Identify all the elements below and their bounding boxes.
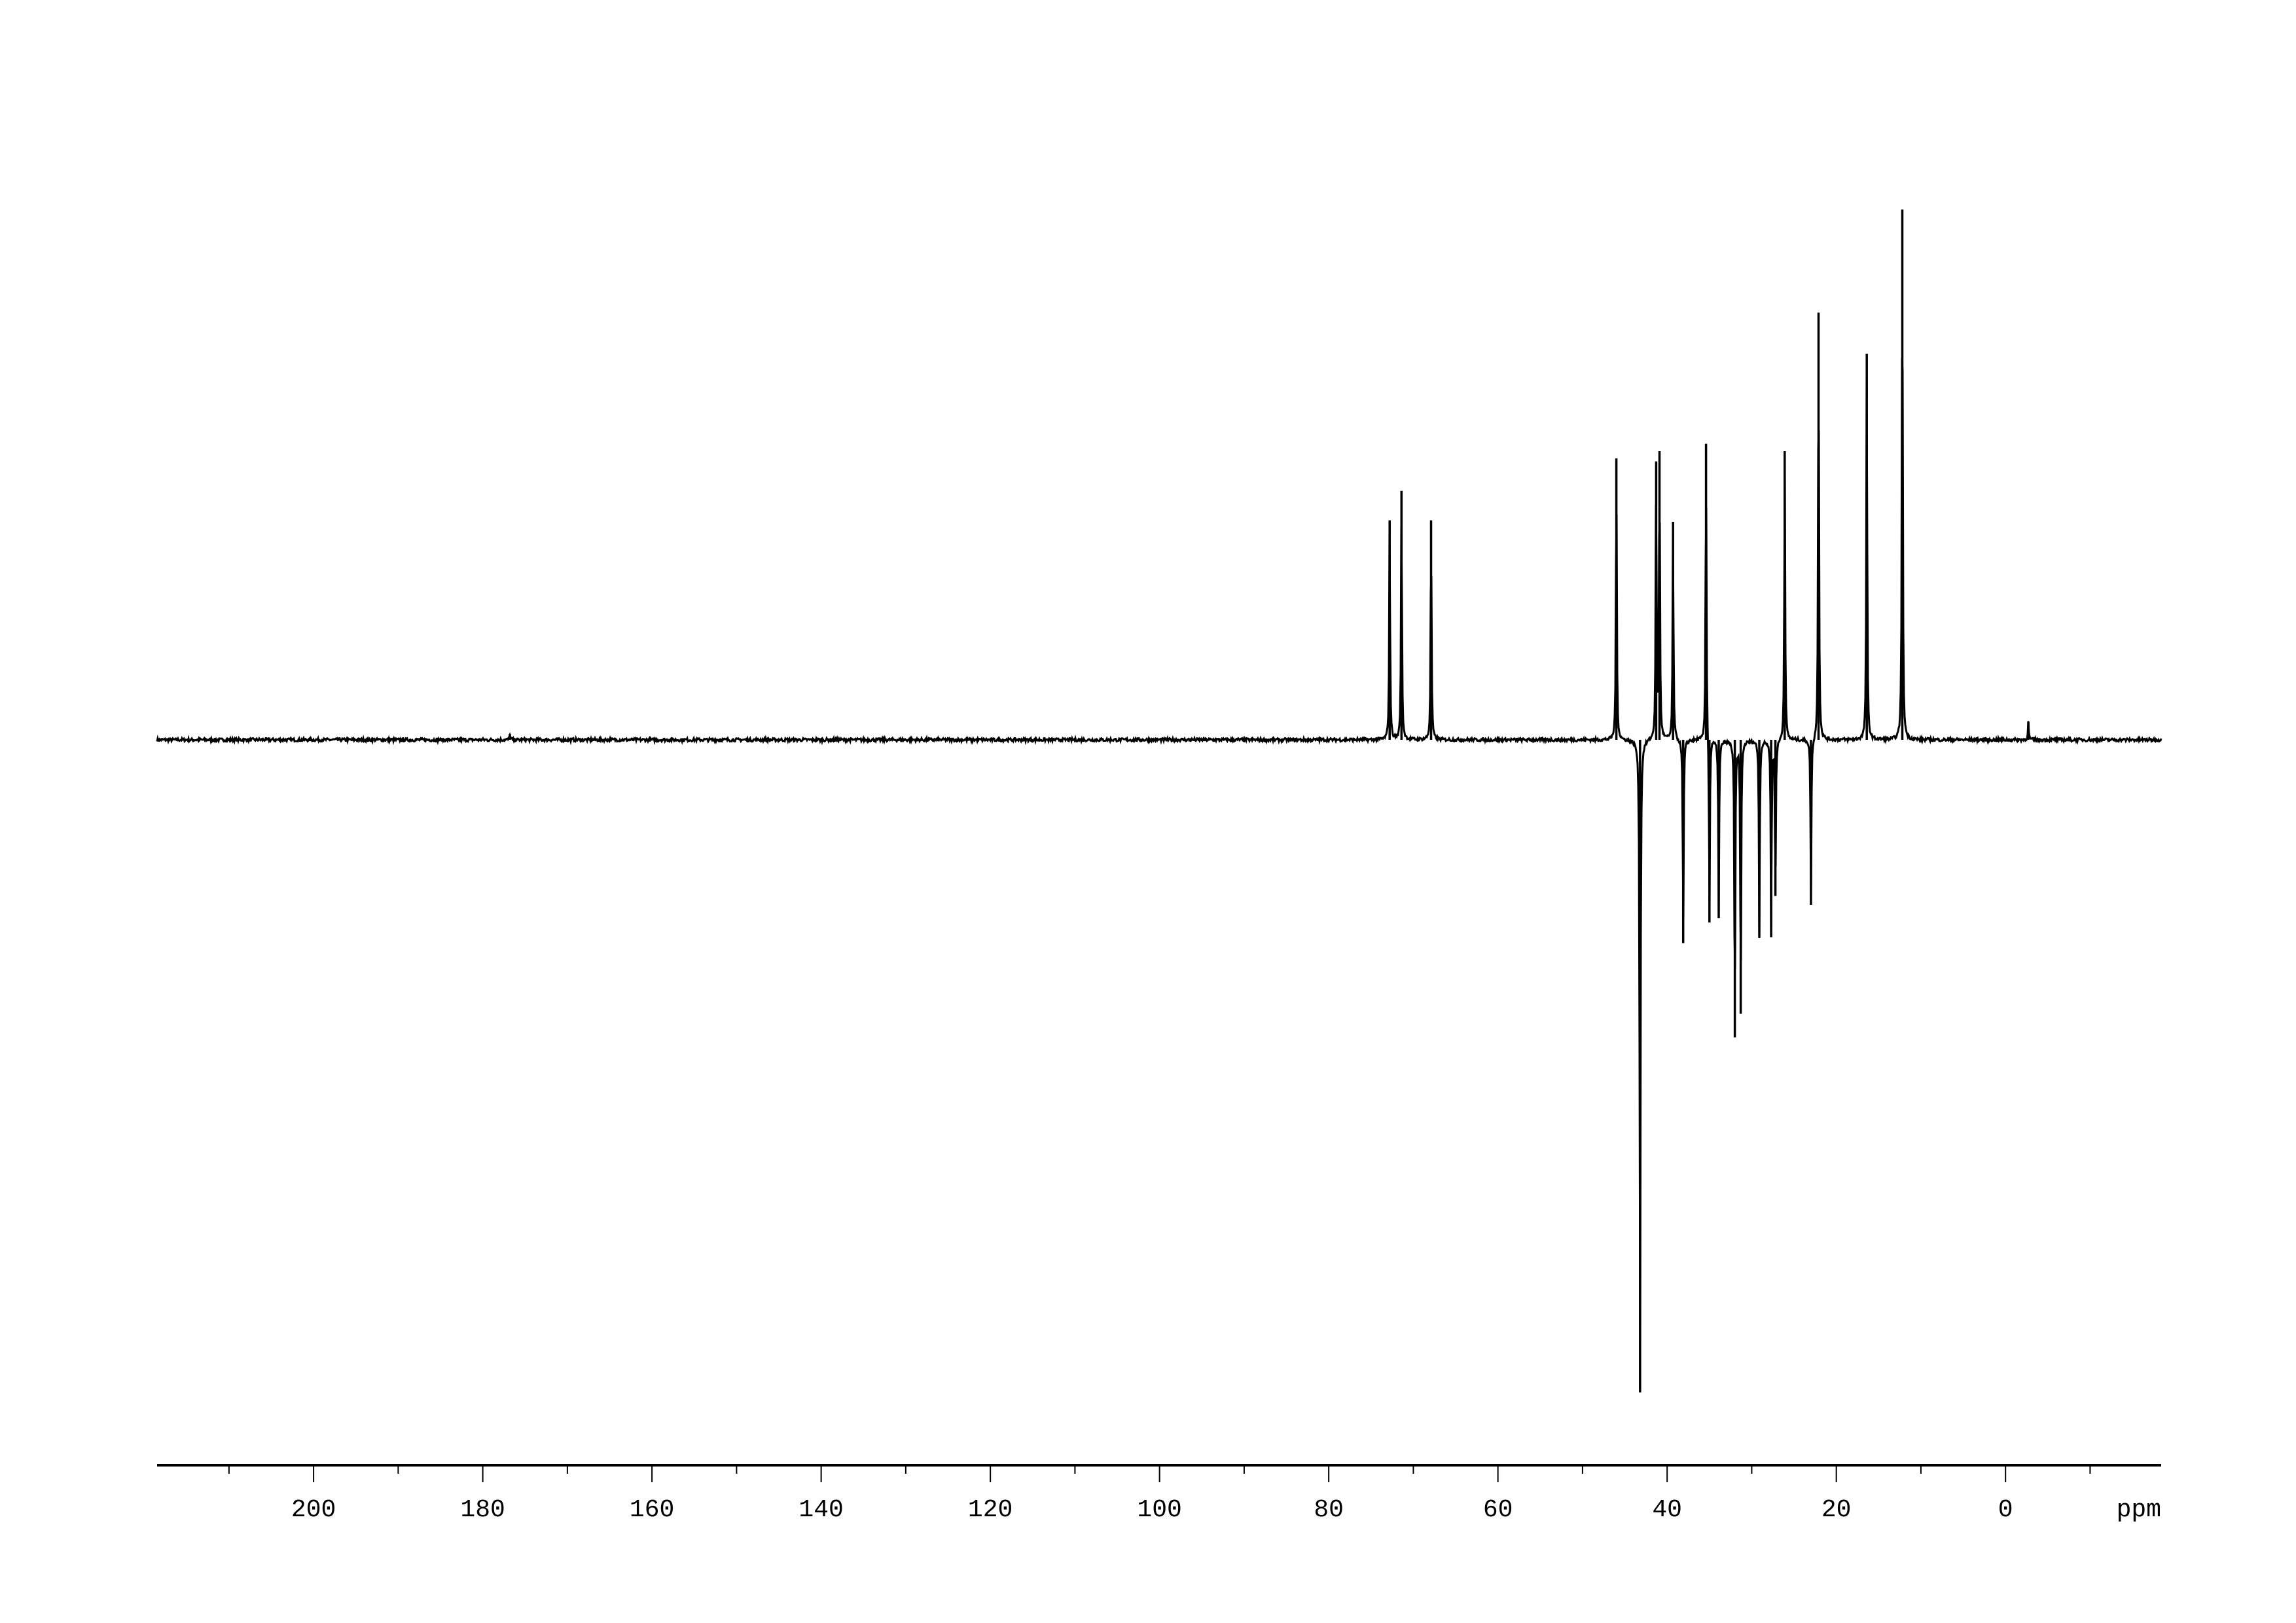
x-tick-label: 40 xyxy=(1652,1496,1682,1524)
x-axis: 200 180 160 140 120 100 80 60 40 20 0 ppm xyxy=(157,1464,2161,1524)
spectrum-layer xyxy=(156,210,2162,1393)
x-axis-label: ppm xyxy=(2117,1496,2161,1524)
x-tick-label: 200 xyxy=(291,1496,336,1524)
x-tick-label: 100 xyxy=(1137,1496,1181,1524)
x-tick-label: 0 xyxy=(1998,1496,2013,1524)
x-tick-label: 140 xyxy=(798,1496,843,1524)
x-tick-label: 120 xyxy=(968,1496,1013,1524)
spectrum-line xyxy=(156,357,2162,1354)
x-tick-label: 180 xyxy=(460,1496,505,1524)
x-tick-label: 60 xyxy=(1483,1496,1513,1524)
x-tick-label: 160 xyxy=(630,1496,674,1524)
x-tick-label: 80 xyxy=(1314,1496,1344,1524)
x-tick-label: 20 xyxy=(1821,1496,1852,1524)
